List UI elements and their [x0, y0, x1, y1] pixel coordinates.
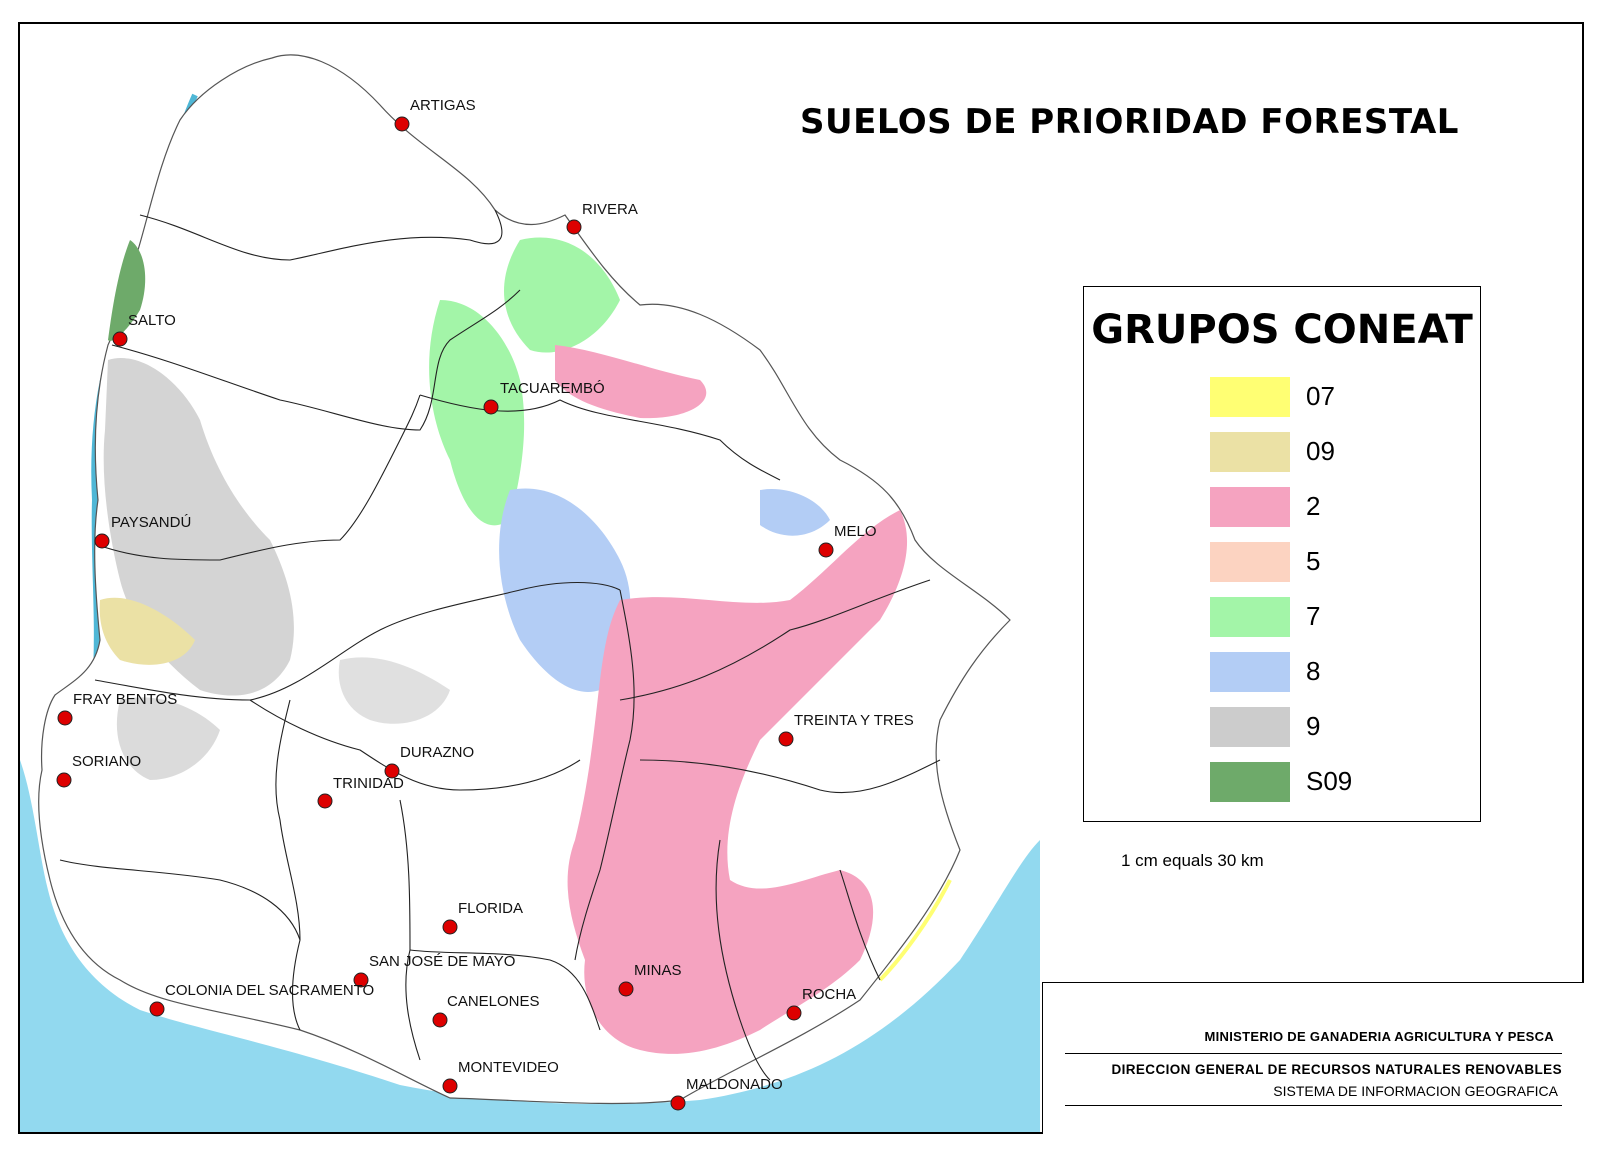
city-label-tacuarembo: TACUAREMBÓ — [500, 380, 605, 397]
boundary-line — [715, 839, 771, 1081]
legend-swatch — [1210, 487, 1290, 527]
city-marker-maldonado[interactable] — [670, 1095, 686, 1111]
city-marker-durazno[interactable] — [384, 763, 400, 779]
ocean-water — [20, 760, 1040, 1132]
city-label-rivera: RIVERA — [582, 201, 638, 218]
boundary-line — [574, 589, 635, 961]
department-boundaries — [59, 209, 941, 1081]
credit-divider — [1065, 1105, 1562, 1106]
boundary-line — [59, 859, 301, 941]
city-markers — [56, 116, 834, 1111]
scale-text: 1 cm equals 30 km — [1121, 851, 1264, 870]
legend-swatch — [1210, 652, 1290, 692]
boundary-line — [639, 759, 941, 794]
map-title: SUELOS DE PRIORIDAD FORESTAL — [800, 102, 1459, 142]
city-label-colonia: COLONIA DEL SACRAMENTO — [165, 982, 375, 999]
city-marker-montevideo[interactable] — [442, 1078, 458, 1094]
soil-group-09-patch — [99, 597, 195, 665]
boundary-line — [249, 699, 581, 791]
credit-system: SISTEMA DE INFORMACION GEOGRAFICA — [1273, 1083, 1558, 1099]
credit-divider — [1065, 1053, 1562, 1054]
legend-label: 2 — [1306, 491, 1321, 521]
soil-group-9-center — [338, 657, 450, 724]
city-label-treinta-y-tres: TREINTA Y TRES — [794, 712, 914, 729]
credit-direction: DIRECCION GENERAL DE RECURSOS NATURALES … — [1111, 1062, 1562, 1077]
soil-group-07-coast — [878, 879, 952, 982]
city-label-salto: SALTO — [128, 312, 176, 329]
city-label-rocha: ROCHA — [802, 986, 857, 1003]
legend-swatch — [1210, 432, 1290, 472]
legend-label: 7 — [1306, 601, 1321, 631]
legend-label: 9 — [1306, 711, 1321, 741]
boundary-line — [275, 699, 301, 1031]
legend-swatch — [1210, 707, 1290, 747]
city-label-san-jose-de-mayo: SAN JOSÉ DE MAYO — [369, 953, 516, 970]
legend-swatch — [1210, 762, 1290, 802]
legend-label: 5 — [1306, 546, 1321, 576]
city-label-melo: MELO — [834, 523, 877, 540]
city-marker-salto[interactable] — [112, 331, 128, 347]
soil-group-9-south — [116, 697, 220, 780]
legend-title: GRUPOS CONEAT — [1091, 307, 1473, 353]
city-marker-colonia[interactable] — [149, 1001, 165, 1017]
legend-label: 8 — [1306, 656, 1321, 686]
city-marker-trinidad[interactable] — [317, 793, 333, 809]
soil-group-2-east — [567, 510, 908, 1054]
city-marker-florida[interactable] — [442, 919, 458, 935]
city-label-minas: MINAS — [634, 962, 682, 979]
city-label-soriano: SORIANO — [72, 753, 142, 770]
city-marker-fray-bentos[interactable] — [57, 710, 73, 726]
city-label-artigas: ARTIGAS — [410, 97, 476, 114]
boundary-line — [111, 289, 521, 431]
boundary-line — [399, 799, 421, 1061]
legend-swatch — [1210, 597, 1290, 637]
legend-label: S09 — [1306, 766, 1353, 796]
city-label-montevideo: MONTEVIDEO — [458, 1059, 559, 1076]
boundary-line — [409, 949, 601, 1031]
soil-group-8-melo — [760, 489, 830, 536]
city-marker-melo[interactable] — [818, 542, 834, 558]
city-marker-rivera[interactable] — [566, 219, 582, 235]
city-label-maldonado: MALDONADO — [686, 1076, 783, 1093]
city-marker-minas[interactable] — [618, 981, 634, 997]
boundary-line — [619, 579, 931, 701]
legend-box: GRUPOS CONEAT 07 09 2 5 7 8 9 S09 — [1083, 286, 1481, 822]
soil-group-s09-salto — [108, 240, 146, 341]
boundary-line — [139, 209, 503, 261]
city-label-paysandu: PAYSANDÚ — [111, 514, 192, 531]
city-label-canelones: CANELONES — [447, 993, 540, 1010]
city-marker-artigas[interactable] — [394, 116, 410, 132]
soil-group-7-north — [503, 237, 620, 353]
credits-box: MINISTERIO DE GANADERIA AGRICULTURA Y PE… — [1042, 982, 1584, 1134]
city-marker-soriano[interactable] — [56, 772, 72, 788]
boundary-line — [97, 394, 421, 561]
legend-label: 09 — [1306, 436, 1335, 466]
soil-layer — [99, 237, 952, 1054]
soil-group-2-tacuarembo — [555, 345, 707, 419]
legend-label: 07 — [1306, 381, 1335, 411]
legend-swatch — [1210, 542, 1290, 582]
legend-swatch — [1210, 377, 1290, 417]
city-marker-paysandu[interactable] — [94, 533, 110, 549]
city-label-trinidad: TRINIDAD — [333, 775, 404, 792]
boundary-line — [839, 869, 881, 981]
city-marker-treinta-y-tres[interactable] — [778, 731, 794, 747]
city-marker-san-jose-de-mayo[interactable] — [353, 972, 369, 988]
city-label-florida: FLORIDA — [458, 900, 524, 917]
city-marker-canelones[interactable] — [432, 1012, 448, 1028]
city-label-durazno: DURAZNO — [400, 744, 475, 761]
boundary-line — [94, 582, 621, 701]
city-marker-tacuarembo[interactable] — [483, 399, 499, 415]
city-label-fray-bentos: FRAY BENTOS — [73, 691, 178, 708]
city-marker-rocha[interactable] — [786, 1005, 802, 1021]
soil-group-8-center — [499, 488, 631, 692]
credit-ministry: MINISTERIO DE GANADERIA AGRICULTURA Y PE… — [1204, 1029, 1554, 1044]
soil-group-7-tacuarembo — [429, 300, 525, 526]
